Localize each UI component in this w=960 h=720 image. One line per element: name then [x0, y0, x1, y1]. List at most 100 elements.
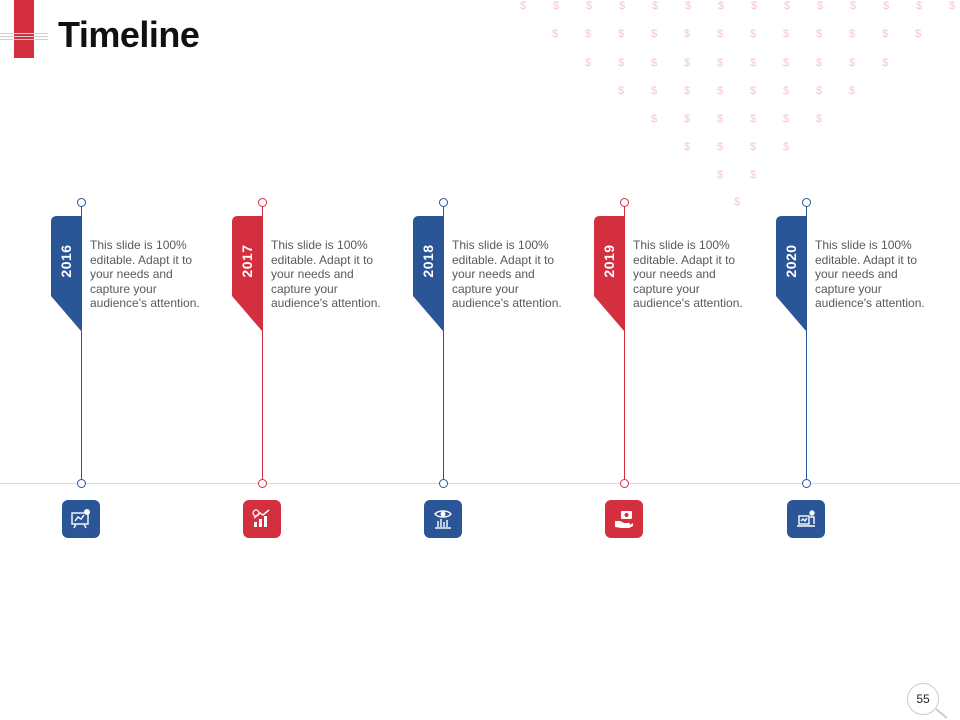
- dollar-sign-icon: $: [585, 57, 592, 69]
- dollar-sign-icon: $: [751, 0, 758, 12]
- dollar-sign-icon: $: [882, 57, 889, 69]
- dollar-sign-icon: $: [684, 28, 691, 40]
- stem-bottom-dot: [439, 479, 448, 488]
- stem-bottom-dot: [258, 479, 267, 488]
- dollar-sign-icon: $: [850, 0, 857, 12]
- dollar-sign-icon: $: [849, 85, 856, 97]
- growth-chart-icon: [251, 508, 273, 530]
- dollar-sign-icon: $: [784, 0, 791, 12]
- dollar-sign-icon: $: [618, 57, 625, 69]
- stem-top-dot: [620, 198, 629, 207]
- milestone-stem: [81, 205, 82, 483]
- dollar-sign-icon: $: [684, 85, 691, 97]
- dollar-sign-icon: $: [750, 28, 757, 40]
- dollar-sign-icon: $: [717, 113, 724, 125]
- dollar-sign-icon: $: [783, 28, 790, 40]
- dollar-sign-icon: $: [783, 141, 790, 153]
- dollar-sign-icon: $: [652, 0, 659, 12]
- dollar-sign-icon: $: [717, 57, 724, 69]
- dollar-sign-icon: $: [684, 57, 691, 69]
- dollar-sign-icon: $: [619, 0, 626, 12]
- milestone-icon-tile: [787, 500, 825, 538]
- money-hand-icon: [613, 508, 635, 530]
- dollar-sign-icon: $: [750, 169, 757, 181]
- stem-top-dot: [258, 198, 267, 207]
- milestone-description: This slide is 100% editable. Adapt it to…: [633, 238, 743, 310]
- dollar-sign-icon: $: [618, 85, 625, 97]
- milestone-icon-tile: [243, 500, 281, 538]
- dollar-sign-icon: $: [520, 0, 527, 12]
- dollar-sign-icon: $: [552, 28, 559, 40]
- stem-bottom-dot: [620, 479, 629, 488]
- page-title: Timeline: [58, 14, 200, 55]
- milestone-icon-tile: [424, 500, 462, 538]
- business-desk-icon: [795, 508, 817, 530]
- dollar-sign-icon: $: [883, 0, 890, 12]
- dollar-sign-icon: $: [783, 113, 790, 125]
- dollar-sign-icon: $: [849, 57, 856, 69]
- milestone-stem: [806, 205, 807, 483]
- dollar-sign-icon: $: [816, 57, 823, 69]
- dollar-sign-icon: $: [718, 0, 725, 12]
- year-banner: 2018: [413, 216, 443, 331]
- title-accent-bar: [14, 0, 34, 58]
- dollar-sign-icon: $: [949, 0, 956, 12]
- year-banner: 2017: [232, 216, 262, 331]
- timeline-milestone: 2016 This slide is 100% editable. Adapt i…: [51, 198, 231, 543]
- dollar-sign-icon: $: [750, 85, 757, 97]
- dollar-sign-icon: $: [882, 28, 889, 40]
- dollar-sign-icon: $: [586, 0, 593, 12]
- timeline-milestone: 2017 This slide is 100% editable. Adapt i…: [232, 198, 412, 543]
- dollar-sign-icon: $: [684, 141, 691, 153]
- milestone-description: This slide is 100% editable. Adapt it to…: [815, 238, 925, 310]
- dollar-sign-icon: $: [651, 113, 658, 125]
- timeline-milestone: 2019 This slide is 100% editable. Adapt i…: [594, 198, 774, 543]
- milestone-stem: [624, 205, 625, 483]
- dollar-sign-icon: $: [783, 85, 790, 97]
- stem-top-dot: [439, 198, 448, 207]
- milestone-stem: [443, 205, 444, 483]
- dollar-sign-icon: $: [816, 28, 823, 40]
- year-banner: 2016: [51, 216, 81, 331]
- year-label: 2019: [601, 244, 617, 278]
- title-decor-lines: [0, 33, 48, 43]
- dollar-sign-icon: $: [651, 57, 658, 69]
- dollar-sign-icon: $: [651, 28, 658, 40]
- dollar-sign-icon: $: [685, 0, 692, 12]
- dollar-sign-icon: $: [750, 57, 757, 69]
- vision-analytics-icon: [432, 508, 454, 530]
- dollar-sign-icon: $: [684, 113, 691, 125]
- stem-top-dot: [802, 198, 811, 207]
- dollar-sign-icon: $: [618, 28, 625, 40]
- dollar-sign-icon: $: [915, 28, 922, 40]
- year-label: 2018: [420, 244, 436, 278]
- dollar-sign-icon: $: [734, 196, 741, 208]
- year-banner: 2020: [776, 216, 806, 331]
- dollar-sign-icon: $: [816, 85, 823, 97]
- dollar-sign-icon: $: [651, 85, 658, 97]
- milestone-description: This slide is 100% editable. Adapt it to…: [452, 238, 562, 310]
- dollar-sign-icon: $: [750, 141, 757, 153]
- dollar-pattern: $ $ $ $ $ $ $ $ $ $ $ $ $ $ $ $ $ $ $ $ $ $ $ $ $ $ $ $ $ $ $ $ $ $ $ $ $ $ $ $…: [500, 0, 960, 215]
- dollar-sign-icon: $: [783, 57, 790, 69]
- milestone-icon-tile: [605, 500, 643, 538]
- magnifier-handle: [935, 708, 948, 719]
- year-label: 2016: [58, 244, 74, 278]
- dollar-sign-icon: $: [585, 28, 592, 40]
- timeline-milestone: 2018 This slide is 100% editable. Adapt i…: [413, 198, 593, 543]
- stem-bottom-dot: [802, 479, 811, 488]
- year-label: 2020: [783, 244, 799, 278]
- stem-top-dot: [77, 198, 86, 207]
- year-banner: 2019: [594, 216, 624, 331]
- dollar-sign-icon: $: [816, 113, 823, 125]
- dollar-sign-icon: $: [717, 28, 724, 40]
- presentation-board-icon: [70, 508, 92, 530]
- dollar-sign-icon: $: [849, 28, 856, 40]
- timeline-axis: [0, 483, 960, 484]
- dollar-sign-icon: $: [916, 0, 923, 12]
- dollar-sign-icon: $: [717, 85, 724, 97]
- dollar-sign-icon: $: [553, 0, 560, 12]
- year-label: 2017: [239, 244, 255, 278]
- dollar-sign-icon: $: [817, 0, 824, 12]
- timeline-milestone: 2020 This slide is 100% editable. Adapt i…: [776, 198, 956, 543]
